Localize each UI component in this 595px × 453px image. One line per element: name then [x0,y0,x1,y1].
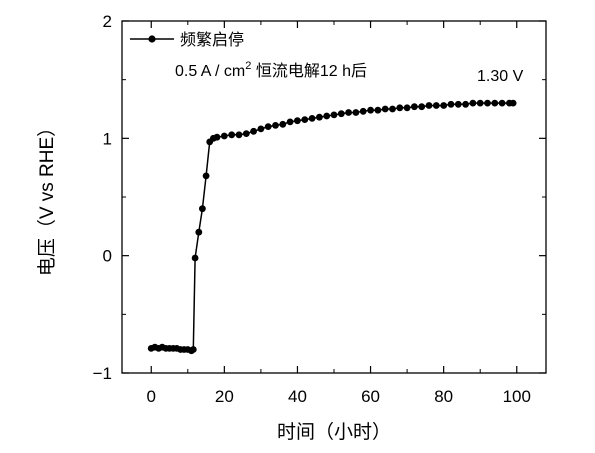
data-point [411,103,418,110]
data-point [338,110,345,117]
data-point [287,119,294,126]
data-point [316,114,323,121]
condition-prefix: 0.5 A / cm [175,63,245,80]
data-point [192,255,199,262]
x-axis-title: 时间（小时） [277,421,391,443]
data-point [199,205,206,212]
x-tick-label: 20 [215,387,234,406]
data-point [323,113,330,120]
series-frequent-start-stop [148,100,517,354]
data-point [258,125,265,132]
series-line [151,103,513,351]
data-point [203,173,210,180]
x-tick-label: 40 [288,387,307,406]
data-point [279,121,286,128]
data-point [440,102,447,109]
data-point [418,103,425,110]
data-point [382,106,389,113]
y-tick-label: 2 [103,12,112,31]
x-tick-label: 100 [503,387,531,406]
data-point [448,101,455,108]
data-point [360,108,367,115]
data-point [491,100,498,107]
data-point [484,100,491,107]
condition-annotation: 0.5 A / cm2 恒流电解12 h后 [175,60,367,80]
data-point [243,130,250,137]
data-point [404,104,411,111]
data-point [331,112,338,119]
data-point [426,102,433,109]
data-point [214,134,221,141]
data-point [470,100,477,107]
data-point [353,109,360,116]
data-point [265,123,272,130]
data-point [433,102,440,109]
data-point [190,346,197,353]
y-axis-title: 电压（V vs RHE） [36,118,58,276]
y-tick-label: 1 [103,129,112,148]
data-point [250,128,257,135]
data-point [345,109,352,116]
legend: 频繁启停 [130,31,244,49]
data-point [228,131,235,138]
data-point [375,107,382,114]
data-point [294,117,301,124]
final-voltage-annotation: 1.30 V [477,68,524,85]
data-point [221,133,228,140]
data-point [510,100,517,107]
data-point [455,101,462,108]
data-point [301,116,308,123]
x-tick-label: 60 [361,387,380,406]
data-point [367,107,374,114]
x-tick-label: 80 [434,387,453,406]
data-point [195,229,202,236]
y-tick-label: 0 [103,247,112,266]
data-point [236,131,243,138]
data-point [389,106,396,113]
data-point [396,104,403,111]
condition-suffix: 恒流电解12 h后 [251,62,367,80]
data-point [462,101,469,108]
data-point [477,100,484,107]
x-tick-label: 0 [147,387,156,406]
legend-marker [148,35,155,42]
data-point [309,115,316,122]
data-point [272,122,279,129]
data-point [499,100,506,107]
legend-label: 频繁启停 [180,31,244,49]
y-tick-label: −1 [93,364,112,383]
